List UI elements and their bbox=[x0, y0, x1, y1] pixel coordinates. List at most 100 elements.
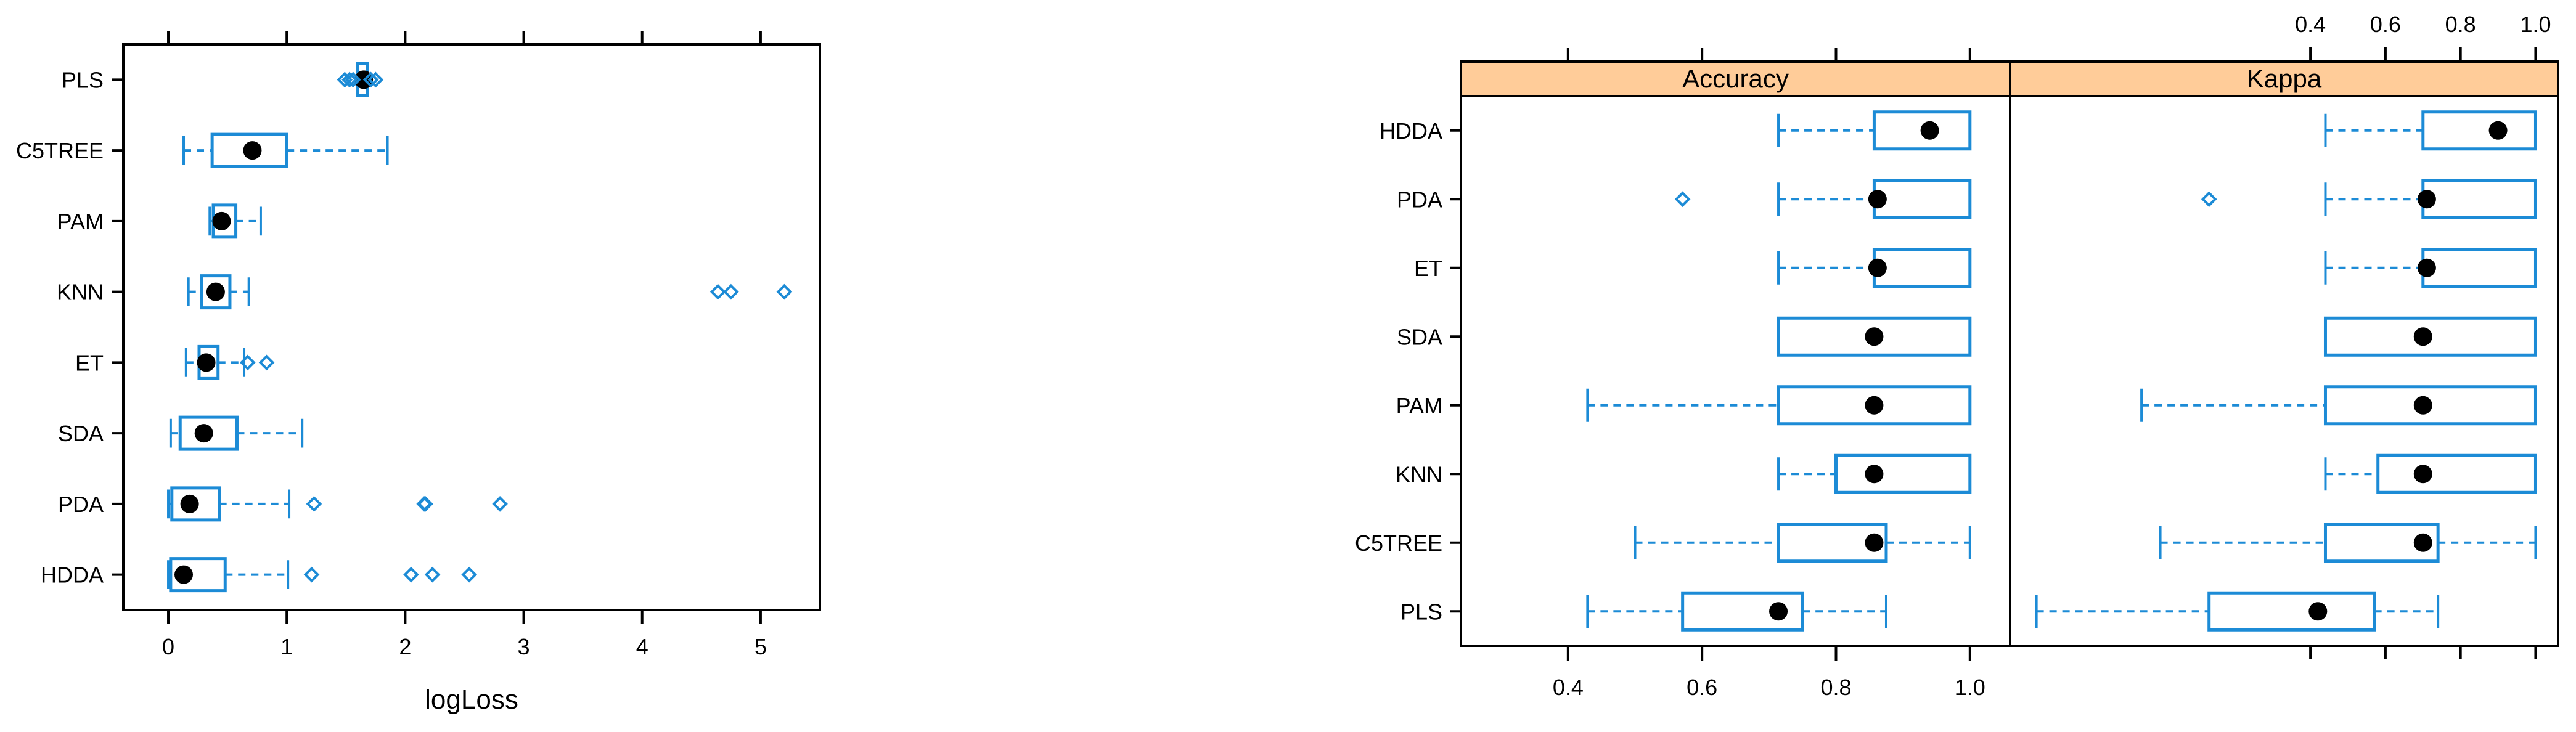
category-label: ET bbox=[75, 350, 104, 375]
logloss-knn-outlier-1 bbox=[723, 283, 739, 300]
logloss-pls-outlier-1 bbox=[341, 71, 358, 88]
accuracy-pda-median-dot bbox=[1868, 190, 1887, 209]
kappa-x-tick-label: 0.4 bbox=[2295, 12, 2326, 37]
category-label: C5TREE bbox=[16, 138, 104, 163]
logloss-c5tree-median-dot bbox=[243, 141, 262, 160]
logloss-pda-outlier-3 bbox=[492, 496, 508, 512]
accuracy-pda-box bbox=[1872, 179, 1972, 219]
accuracy-x-tick-label: 0.6 bbox=[1687, 675, 1717, 700]
category-label: KNN bbox=[1396, 462, 1442, 487]
accuracy-et-median-dot bbox=[1868, 258, 1887, 277]
logloss-et-outlier-1 bbox=[258, 354, 275, 371]
accuracy-knn-box bbox=[1834, 453, 1972, 494]
category-label: ET bbox=[1414, 256, 1442, 281]
logloss-boxplot-chart: 0 1 2 3 4 5 logLoss PLS C5TREE PAM KNN ET SDA PDA HDDA bbox=[16, 31, 821, 715]
logloss-pda-outlier-2 bbox=[417, 496, 433, 512]
accuracy-x-tick-label: 0.8 bbox=[1820, 675, 1851, 700]
logloss-et-median-dot bbox=[197, 353, 216, 372]
category-label: PAM bbox=[57, 209, 104, 234]
accuracy-pam-box bbox=[1777, 385, 1972, 426]
category-label: PLS bbox=[62, 67, 104, 92]
kappa-x-tick-label: 1.0 bbox=[2520, 12, 2551, 37]
kappa-hdda-median-dot bbox=[2488, 121, 2508, 140]
kappa-pda-median-dot bbox=[2417, 190, 2436, 209]
logloss-hdda-outlier-3 bbox=[461, 566, 477, 583]
x-tick-label: 1 bbox=[280, 634, 293, 659]
logloss-hdda-outlier-0 bbox=[303, 566, 320, 583]
x-axis-title: logLoss bbox=[425, 685, 518, 715]
accuracy-x-tick-label: 0.4 bbox=[1553, 675, 1584, 700]
accuracy-pda-outlier-0 bbox=[1674, 191, 1691, 208]
category-label: HDDA bbox=[41, 563, 104, 588]
kappa-sda-box bbox=[2323, 316, 2537, 357]
category-label: KNN bbox=[57, 280, 104, 305]
kappa-c5tree-median-dot bbox=[2413, 533, 2432, 552]
logloss-pls-outlier-2 bbox=[345, 71, 361, 88]
accuracy-pls-box bbox=[1681, 591, 1804, 632]
kappa-c5tree-box bbox=[2323, 523, 2440, 563]
kappa-et-median-dot bbox=[2417, 258, 2436, 277]
category-label: PAM bbox=[1396, 393, 1442, 418]
kappa-pam-median-dot bbox=[2413, 396, 2432, 415]
logloss-pam-median-dot bbox=[212, 211, 231, 230]
logloss-et-outlier-0 bbox=[239, 354, 256, 371]
x-tick-label: 3 bbox=[518, 634, 530, 659]
kappa-knn-median-dot bbox=[2413, 465, 2432, 484]
x-tick-label: 2 bbox=[399, 634, 411, 659]
accuracy-hdda-box bbox=[1872, 110, 1972, 151]
kappa-pda-outlier-0 bbox=[2201, 191, 2217, 208]
logloss-pda-outlier-0 bbox=[306, 496, 322, 512]
accuracy-c5tree-box bbox=[1777, 523, 1888, 563]
kappa-sda-median-dot bbox=[2413, 327, 2432, 346]
category-label: SDA bbox=[58, 421, 104, 446]
accuracy-pls-median-dot bbox=[1769, 602, 1788, 621]
accuracy-strip-label: Accuracy bbox=[1682, 64, 1789, 93]
kappa-pam-box bbox=[2323, 385, 2537, 426]
accuracy-c5tree-median-dot bbox=[1865, 533, 1884, 552]
accuracy-sda-median-dot bbox=[1865, 327, 1884, 346]
x-tick-label: 5 bbox=[754, 634, 767, 659]
kappa-hdda-box bbox=[2421, 110, 2537, 151]
accuracy-kappa-boxplot-chart: Accuracy 0.4 0.6 0.8 1.0 Kappa 0.4 0.6 0.8 1.0 HDD… bbox=[1355, 12, 2559, 700]
logloss-knn-box bbox=[200, 274, 232, 310]
logloss-sda-box bbox=[178, 415, 239, 451]
kappa-x-tick-label: 0.8 bbox=[2445, 12, 2476, 37]
logloss-pls-outlier-4 bbox=[367, 71, 384, 88]
kappa-x-tick-label: 0.6 bbox=[2370, 12, 2401, 37]
accuracy-x-tick-label: 1.0 bbox=[1955, 675, 1985, 700]
logloss-hdda-box bbox=[169, 557, 227, 593]
kappa-et-box bbox=[2421, 248, 2537, 288]
category-label: SDA bbox=[1397, 324, 1442, 349]
logloss-pda-box bbox=[170, 486, 221, 522]
logloss-pda-median-dot bbox=[180, 494, 199, 513]
plot-frame bbox=[122, 43, 821, 611]
kappa-panel-frame bbox=[2009, 95, 2559, 647]
accuracy-et-box bbox=[1872, 248, 1972, 288]
logloss-knn-outlier-2 bbox=[776, 283, 793, 300]
x-tick-label: 4 bbox=[636, 634, 648, 659]
category-label: PDA bbox=[1397, 187, 1442, 212]
accuracy-knn-median-dot bbox=[1865, 465, 1884, 484]
accuracy-panel-frame bbox=[1460, 95, 2011, 647]
logloss-hdda-outlier-1 bbox=[403, 566, 419, 583]
accuracy-sda-box bbox=[1777, 316, 1972, 357]
logloss-knn-median-dot bbox=[206, 282, 225, 301]
kappa-pls-median-dot bbox=[2308, 602, 2328, 621]
x-tick-label: 0 bbox=[162, 634, 174, 659]
logloss-hdda-median-dot bbox=[174, 565, 194, 584]
logloss-knn-outlier-0 bbox=[709, 283, 726, 300]
accuracy-hdda-median-dot bbox=[1920, 121, 1939, 140]
category-label: C5TREE bbox=[1355, 531, 1442, 556]
kappa-strip-label: Kappa bbox=[2247, 64, 2322, 93]
kappa-pda-box bbox=[2421, 179, 2537, 219]
kappa-pls-box bbox=[2207, 591, 2376, 632]
category-label: HDDA bbox=[1380, 118, 1442, 144]
logloss-sda-median-dot bbox=[194, 424, 213, 443]
accuracy-pam-median-dot bbox=[1865, 396, 1884, 415]
category-label: PLS bbox=[1400, 599, 1442, 624]
logloss-pls-outlier-3 bbox=[362, 71, 379, 88]
category-label: PDA bbox=[58, 492, 104, 517]
logloss-hdda-outlier-2 bbox=[424, 566, 441, 583]
logloss-c5tree-box bbox=[210, 132, 288, 168]
